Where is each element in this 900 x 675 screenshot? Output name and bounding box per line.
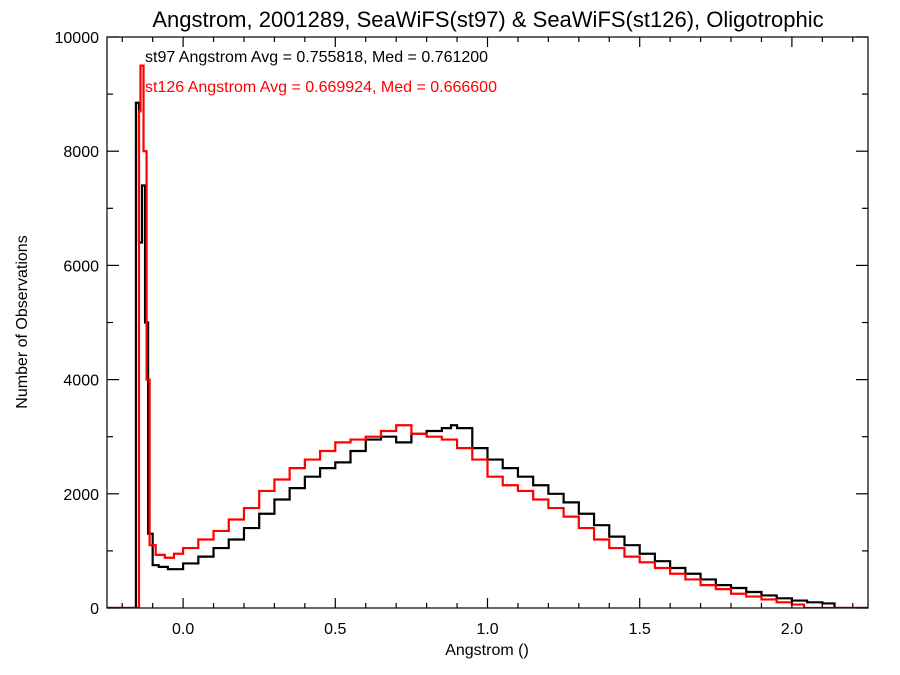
series-line-1 xyxy=(107,64,868,608)
y-tick-label: 10000 xyxy=(55,30,100,47)
x-tick-label: 1.5 xyxy=(629,621,651,638)
x-tick-label: 2.0 xyxy=(781,621,803,638)
plot-frame xyxy=(106,36,869,609)
x-axis-label: Angstrom () xyxy=(445,642,529,659)
y-tick-label: 8000 xyxy=(63,144,99,161)
chart-title: Angstrom, 2001289, SeaWiFS(st97) & SeaWi… xyxy=(152,7,823,32)
x-tick-label: 1.0 xyxy=(476,621,498,638)
annotation-st126-stats: st126 Angstrom Avg = 0.669924, Med = 0.6… xyxy=(145,79,497,96)
y-tick-label: 0 xyxy=(90,601,99,618)
series-line-0 xyxy=(107,101,868,608)
x-tick-label: 0.0 xyxy=(172,621,194,638)
ticks-layer: 0.0 0.5 1.0 1.5 2.0 0 2000 4000 6000 8000 10000 xyxy=(55,30,868,638)
series-layer xyxy=(107,64,868,608)
x-tick-label: 0.5 xyxy=(324,621,346,638)
annotation-st97-stats: st97 Angstrom Avg = 0.755818, Med = 0.76… xyxy=(145,49,488,66)
y-tick-label: 2000 xyxy=(63,487,99,504)
y-tick-label: 6000 xyxy=(63,258,99,275)
y-axis-label: Number of Observations xyxy=(14,235,31,408)
y-tick-label: 4000 xyxy=(63,373,99,390)
